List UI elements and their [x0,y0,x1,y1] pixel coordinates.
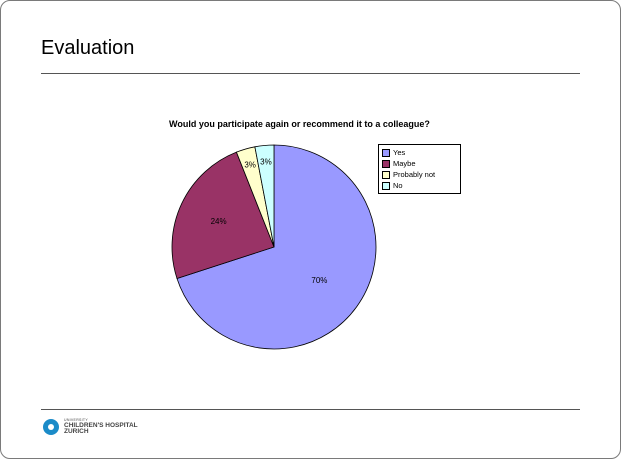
legend-item-yes: Yes [382,147,457,158]
legend-swatch-maybe [382,159,390,168]
legend-swatch-probably-not [382,170,390,179]
legend-item-probably-not: Probably not [382,169,457,180]
legend-swatch-no [382,181,390,190]
pie-slice-no [254,144,275,248]
footer-divider [41,409,580,410]
pie-slice-yes [176,144,377,350]
legend-label-no: No [393,181,403,190]
pie-label-maybe: 24% [211,217,227,226]
legend-swatch-yes [382,148,390,157]
pie-label-yes: 70% [311,276,327,285]
logo-line-university: UNIVERSITY [64,418,89,422]
pie-label-no: 3% [260,158,272,167]
title-divider [41,73,580,74]
logo-text: UNIVERSITY CHILDREN'S HOSPITAL ZURICH [64,418,138,436]
logo-line-childrens-hospital: CHILDREN'S HOSPITAL [64,421,138,429]
legend-item-no: No [382,180,457,191]
legend-label-probably-not: Probably not [393,170,436,179]
hospital-logo: UNIVERSITY CHILDREN'S HOSPITAL ZURICH [43,418,138,436]
legend-label-maybe: Maybe [393,159,416,168]
legend-label-yes: Yes [393,148,406,157]
chart-title-text: Would you participate again or recommend… [169,119,430,129]
slide-title: Evaluation [41,37,135,59]
logo-line-zurich: ZURICH [64,428,89,435]
pie-label-probably-not: 3% [244,161,256,170]
legend-item-maybe: Maybe [382,158,457,169]
chart-title: Would you participate again or recommend… [1,119,620,129]
logo-mark-icon [43,419,59,436]
pie-slice-maybe [171,151,275,280]
chart-legend: Yes Maybe Probably not No [378,144,461,194]
